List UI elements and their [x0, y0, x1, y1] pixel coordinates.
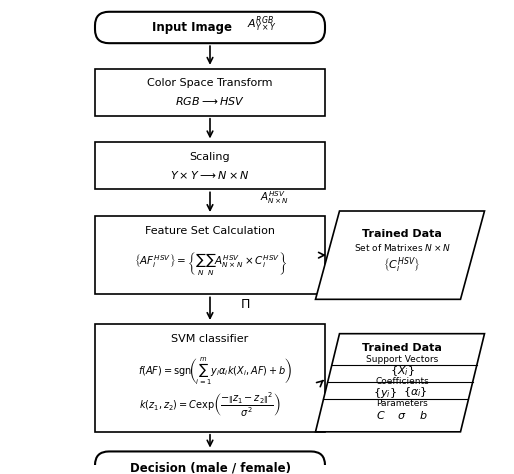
Polygon shape [316, 211, 485, 300]
Text: Trained Data: Trained Data [362, 228, 442, 238]
Bar [95, 69, 325, 116]
Text: $Y\times Y\longrightarrow N\times N$: $Y\times Y\longrightarrow N\times N$ [170, 169, 250, 181]
Text: $\left\{AF_i^{HSV}\right\}=\left\{\sum_N\sum_N A_{N\times N}^{HSV}\times C_i^{HS: $\left\{AF_i^{HSV}\right\}=\left\{\sum_N… [134, 249, 286, 276]
Bar [95, 216, 325, 294]
Text: Support Vectors: Support Vectors [366, 355, 438, 364]
Text: $\left\{C_i^{HSV}\right\}$: $\left\{C_i^{HSV}\right\}$ [383, 255, 421, 274]
Text: $k(z_1,z_2)=C\exp\!\left(\dfrac{-\left\|z_1-z_2\right\|^2}{\sigma^2}\right)$: $k(z_1,z_2)=C\exp\!\left(\dfrac{-\left\|… [139, 390, 281, 419]
Text: $\{X_i\}$: $\{X_i\}$ [390, 364, 414, 378]
Text: SVM classifier: SVM classifier [171, 334, 249, 344]
Text: $f(AF)=\mathrm{sgn}\!\left(\sum_{i=1}^{m}y_i\alpha_i k(X_i,AF)+b\right)$: $f(AF)=\mathrm{sgn}\!\left(\sum_{i=1}^{m… [138, 355, 292, 387]
Text: Set of Matrixes $N\times N$: Set of Matrixes $N\times N$ [354, 242, 450, 253]
Bar [95, 142, 325, 190]
Text: Decision (male / female): Decision (male / female) [130, 462, 290, 474]
Bar [95, 324, 325, 432]
Text: $\{y_i\}$: $\{y_i\}$ [373, 385, 397, 400]
Text: Coefficients: Coefficients [375, 377, 429, 386]
Text: $RGB\longrightarrow HSV$: $RGB\longrightarrow HSV$ [175, 95, 245, 107]
Text: Feature Set Calculation: Feature Set Calculation [145, 226, 275, 236]
FancyBboxPatch shape [95, 12, 325, 43]
Text: $\Pi$: $\Pi$ [240, 298, 250, 311]
FancyBboxPatch shape [95, 451, 325, 474]
Polygon shape [316, 334, 485, 432]
Text: Scaling: Scaling [190, 152, 230, 162]
Text: Input Image: Input Image [152, 21, 232, 34]
Text: Parameters: Parameters [376, 399, 428, 408]
Text: $A_{N\times N}^{HSV}$: $A_{N\times N}^{HSV}$ [261, 189, 289, 206]
Text: $A_{Y\times Y}^{RGB}$: $A_{Y\times Y}^{RGB}$ [247, 15, 277, 34]
Text: Trained Data: Trained Data [362, 343, 442, 354]
Text: $\{\alpha_i\}$: $\{\alpha_i\}$ [402, 386, 427, 400]
Text: $C$    $\sigma$    $b$: $C$ $\sigma$ $b$ [376, 409, 428, 421]
Text: Color Space Transform: Color Space Transform [147, 78, 273, 89]
